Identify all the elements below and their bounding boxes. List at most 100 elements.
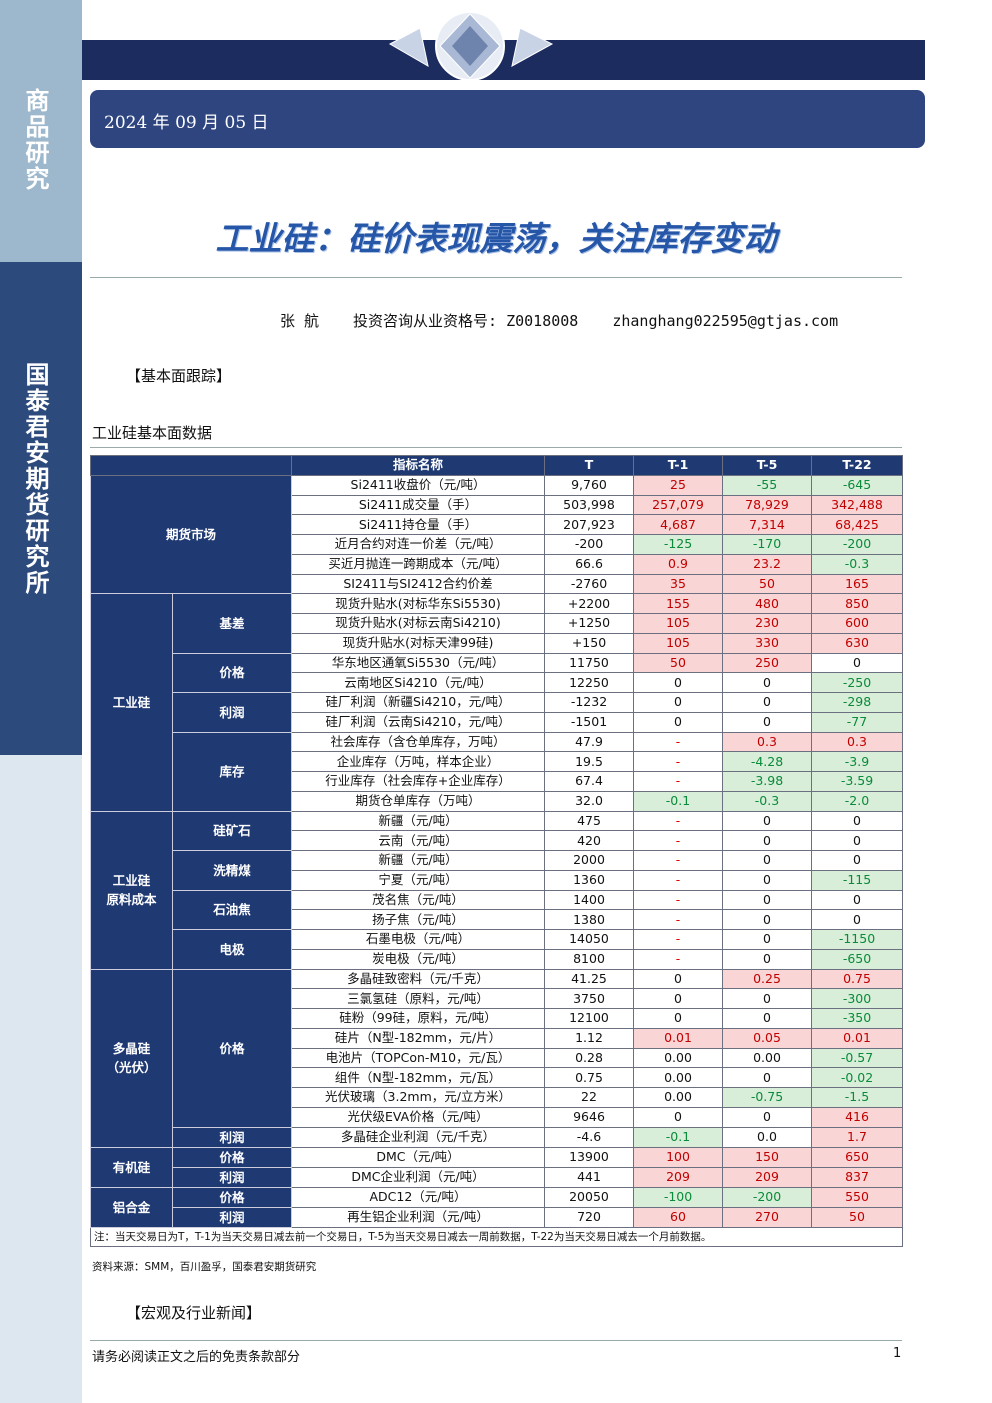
header-cell: T-1 [633, 455, 723, 476]
value-cell: 78,929 [722, 494, 812, 516]
value-cell: 11750 [544, 652, 634, 674]
value-cell: 1400 [544, 889, 634, 911]
value-cell: 503,998 [544, 494, 634, 516]
value-cell: 630 [811, 632, 903, 654]
subgroup-label: 石油焦 [172, 889, 292, 930]
value-cell: 257,079 [633, 494, 723, 516]
value-cell: 2000 [544, 850, 634, 871]
indicator: ADC12（元/吨） [291, 1186, 545, 1208]
value-cell: 0 [722, 889, 812, 911]
value-cell: 0 [811, 889, 903, 911]
value-cell: +150 [544, 632, 634, 654]
sidebar-middle [0, 262, 82, 755]
value-cell: -3.9 [811, 751, 903, 772]
value-cell: - [633, 889, 723, 911]
row: 工业硅 原料成本 硅矿石 新疆（元/吨） 475-0 0 [90, 810, 903, 970]
value-cell: 0 [811, 810, 903, 832]
value-cell: - [633, 929, 723, 950]
value-cell: 100 [633, 1146, 723, 1168]
value-cell: -3.98 [722, 771, 812, 792]
value-cell: 0 [722, 1008, 812, 1029]
value-cell: 12250 [544, 672, 634, 693]
indicator: 社会库存（含仓单库存，万吨） [291, 731, 545, 753]
indicator: 现货升贴水(对标云南Si4210) [291, 613, 545, 634]
value-cell: 0.75 [544, 1067, 634, 1088]
value-cell: 0 [633, 711, 723, 733]
value-cell: 1.12 [544, 1027, 634, 1049]
value-cell: 850 [811, 593, 903, 614]
value-cell: 3750 [544, 988, 634, 1009]
value-cell: -55 [722, 474, 812, 496]
row: 利润 硅厂利润（新疆Si4210，元/吨） -1232 0 0 -298 [91, 692, 903, 733]
row: SI2411与SI2412合约价差 -2760 35 50 165 [91, 573, 903, 595]
value-cell: -1232 [544, 692, 634, 713]
value-cell: - [633, 909, 723, 930]
row: 石油焦 茂名焦（元/吨） 1400-0 0 [91, 889, 903, 930]
value-cell: 23.2 [722, 553, 812, 575]
row: 宁夏（元/吨） 1360-0 -115 [91, 869, 903, 891]
value-cell: 66.6 [544, 553, 634, 575]
value-cell: -4.6 [544, 1126, 634, 1148]
value-cell: 50 [722, 573, 812, 595]
indicator: 硅厂利润（云南Si4210，元/吨） [291, 711, 545, 733]
header-row: 指标名称 T T-1 T-5 T-22 [90, 455, 903, 476]
value-cell: -250 [811, 672, 903, 693]
value-cell: +1250 [544, 613, 634, 634]
row: 行业库存（社会库存+企业库存） 67.4- -3.98 -3.59 [91, 771, 903, 792]
indicator: 硅厂利润（新疆Si4210，元/吨） [291, 692, 545, 713]
header-cell: T-5 [722, 455, 812, 476]
header-cell: 指标名称 [291, 455, 545, 476]
indicator: 新疆（元/吨） [291, 850, 545, 871]
value-cell: 41.25 [544, 968, 634, 990]
value-cell: -100 [633, 1186, 723, 1208]
row: Si2411持仓量（手） 207,923 4,687 7,314 68,425 [91, 514, 903, 535]
indicator: 买近月抛连一跨期成本（元/吨） [291, 553, 545, 575]
value-cell: 0 [633, 968, 723, 990]
row: 云南地区Si4210（元/吨） 12250 0 0 -250 [91, 672, 903, 693]
value-cell: 0.00 [722, 1047, 812, 1069]
row: 铝合金 价格 ADC12（元/吨） 20050 -100 -200 550 [90, 1186, 903, 1228]
row: 现货升贴水(对标天津99硅) +150 105 330 630 [91, 632, 903, 654]
value-cell: 8100 [544, 948, 634, 970]
table-note: 注：当天交易日为T，T-1为当天交易日减去前一个交易日，T-5为当天交易日减去一… [90, 1226, 903, 1248]
value-cell: 0 [722, 850, 812, 871]
value-cell: 0 [722, 988, 812, 1009]
row: 三氯氢硅（原料，元/吨） 3750 0 0 -300 [91, 988, 903, 1009]
row: 有机硅 价格 DMC（元/吨） 13900 100 150 650 [90, 1146, 903, 1188]
value-cell: -200 [811, 534, 903, 555]
value-cell: -645 [811, 474, 903, 496]
value-cell: 600 [811, 613, 903, 634]
value-cell: - [633, 771, 723, 792]
value-cell: 209 [633, 1166, 723, 1188]
row: 多晶硅 （光伏） 价格 多晶硅致密料（元/千克） 41.25 0 0.25 0.75 [90, 968, 903, 1148]
value-cell: 50 [633, 652, 723, 674]
row: 买近月抛连一跨期成本（元/吨） 66.6 0.9 23.2 -0.3 [91, 553, 903, 575]
value-cell: 0.01 [811, 1027, 903, 1049]
row: 硅厂利润（云南Si4210，元/吨） -1501 0 0 -77 [91, 711, 903, 733]
indicator: 扬子焦（元/吨） [291, 909, 545, 930]
indicator: 新疆（元/吨） [291, 810, 545, 832]
value-cell: -0.1 [633, 1126, 723, 1148]
value-cell: 0 [811, 652, 903, 674]
value-cell: 441 [544, 1166, 634, 1188]
value-cell: 475 [544, 810, 634, 832]
sidebar-top [0, 0, 82, 262]
value-cell: -77 [811, 711, 903, 733]
value-cell: 13900 [544, 1146, 634, 1168]
value-cell: 0 [722, 869, 812, 891]
indicator: 三氯氢硅（原料，元/吨） [291, 988, 545, 1009]
indicator: SI2411与SI2412合约价差 [291, 573, 545, 595]
value-cell: 0 [722, 909, 812, 930]
value-cell: 1.7 [811, 1126, 903, 1148]
row: 硅粉（99硅，原料，元/吨） 12100 0 0 -350 [91, 1008, 903, 1029]
value-cell: -0.3 [722, 790, 812, 812]
value-cell: -0.75 [722, 1087, 812, 1108]
value-cell: 0 [633, 1008, 723, 1029]
footer-disclaimer: 请务必阅读正文之后的免责条款部分 [92, 1350, 301, 1365]
subgroup-label: 利润 [172, 692, 292, 733]
value-cell: - [633, 810, 723, 832]
value-cell: - [633, 948, 723, 970]
value-cell: 25 [633, 474, 723, 496]
logo [388, 11, 554, 81]
